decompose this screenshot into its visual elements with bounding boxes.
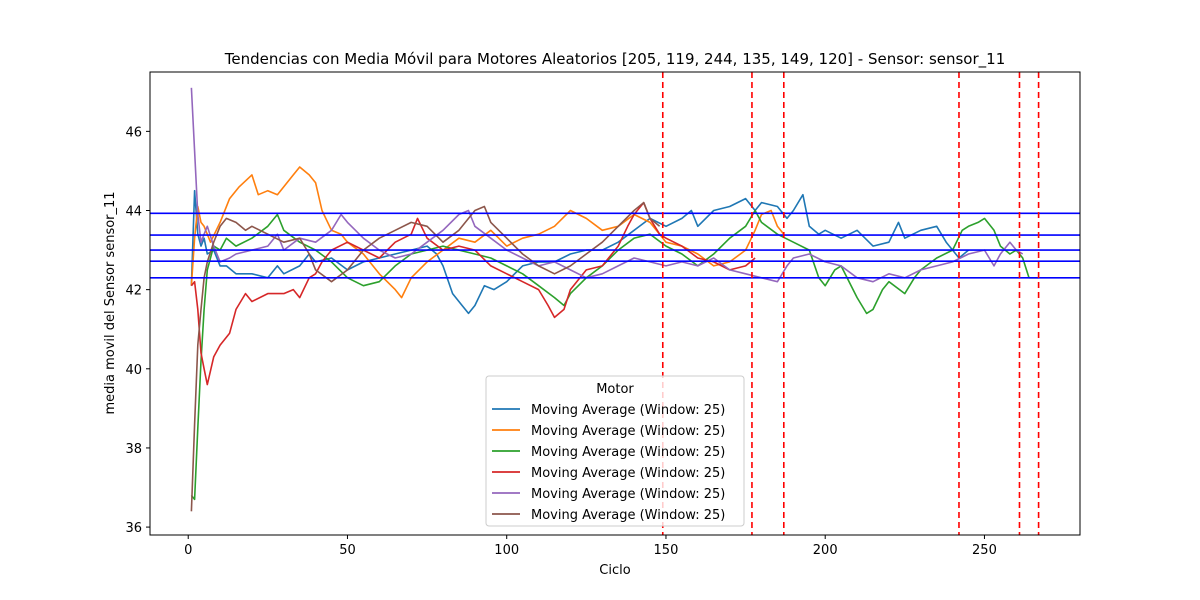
y-tick-label: 38: [125, 442, 142, 457]
y-axis-label: media movil del Sensor sensor_11: [103, 191, 118, 414]
x-tick-label: 200: [813, 543, 838, 558]
legend-box: [485, 375, 745, 527]
series-line-4: [190, 201, 756, 386]
legend-entry-1: Moving Average (Window: 25): [531, 403, 725, 418]
series-line-5: [190, 87, 1024, 283]
legend: Motor Moving Average (Window: 25) Moving …: [485, 375, 745, 527]
plot-frame: [149, 71, 1081, 536]
chart-title: Tendencias con Media Móvil para Motores …: [224, 50, 1005, 69]
series-line-3: [190, 209, 1039, 501]
legend-title: Motor: [596, 382, 634, 397]
x-tick-label: 150: [654, 543, 679, 558]
x-tick-label: 0: [184, 543, 192, 558]
x-tick-label: 100: [494, 543, 519, 558]
y-axis: 36 38 40 42 44 46: [125, 125, 150, 536]
y-tick-label: 40: [125, 363, 142, 378]
legend-entry-4: Moving Average (Window: 25): [531, 466, 725, 481]
y-tick-label: 44: [125, 205, 142, 220]
plot-area: [150, 72, 1080, 535]
legend-entry-2: Moving Average (Window: 25): [531, 424, 725, 439]
legend-entry-3: Moving Average (Window: 25): [531, 445, 725, 460]
legend-entry-6: Moving Average (Window: 25): [531, 508, 725, 523]
y-tick-label: 36: [125, 521, 142, 536]
legend-entry-5: Moving Average (Window: 25): [531, 487, 725, 502]
x-tick-label: 250: [972, 543, 997, 558]
x-axis: 0 50 100 150 200 250: [184, 535, 997, 558]
x-axis-label: Ciclo: [599, 563, 630, 578]
x-tick-label: 50: [339, 543, 356, 558]
y-tick-label: 42: [125, 284, 142, 299]
y-tick-label: 46: [125, 125, 142, 140]
